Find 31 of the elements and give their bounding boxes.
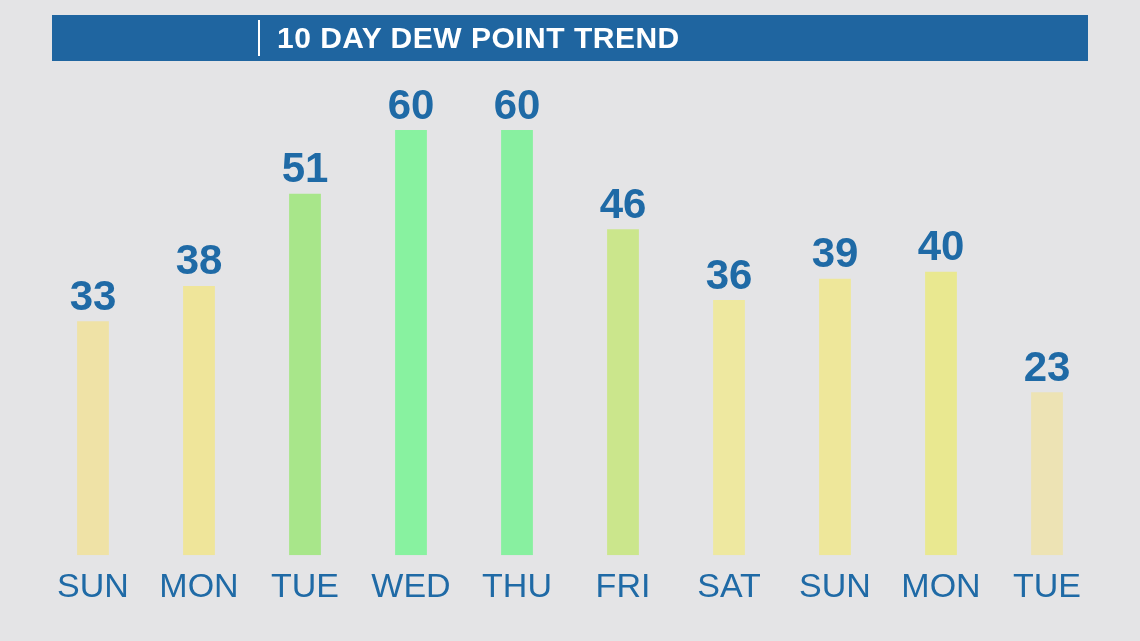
chart-title: 10 DAY DEW POINT TREND [52, 15, 1088, 61]
x-tick-label: SUN [799, 565, 871, 604]
bar [501, 130, 533, 556]
bar [289, 193, 321, 556]
data-label: 51 [281, 144, 329, 192]
bar [607, 229, 639, 556]
data-label: 40 [917, 222, 965, 270]
x-tick-label: TUE [1013, 565, 1081, 604]
x-tick-label: THU [482, 565, 552, 604]
bar [395, 130, 427, 556]
bar [925, 271, 957, 556]
x-tick-label: FRI [595, 565, 651, 604]
x-tick-label: TUE [271, 565, 339, 604]
data-label: 39 [811, 229, 859, 277]
bar [77, 321, 109, 556]
data-label: 60 [493, 80, 541, 128]
data-label: 36 [705, 250, 753, 298]
bar [1031, 392, 1063, 556]
x-tick-label: MON [159, 565, 239, 604]
data-label: 46 [599, 179, 647, 227]
bar [819, 278, 851, 556]
x-tick-label: WED [371, 565, 451, 604]
x-tick-label: SUN [57, 565, 129, 604]
data-label: 38 [175, 236, 223, 284]
data-label: 33 [69, 271, 117, 319]
bar [713, 300, 745, 556]
data-label: 60 [387, 80, 435, 128]
data-label: 23 [1023, 342, 1071, 390]
x-tick-label: SAT [697, 565, 761, 604]
bar [183, 285, 215, 556]
x-tick-label: MON [901, 565, 981, 604]
